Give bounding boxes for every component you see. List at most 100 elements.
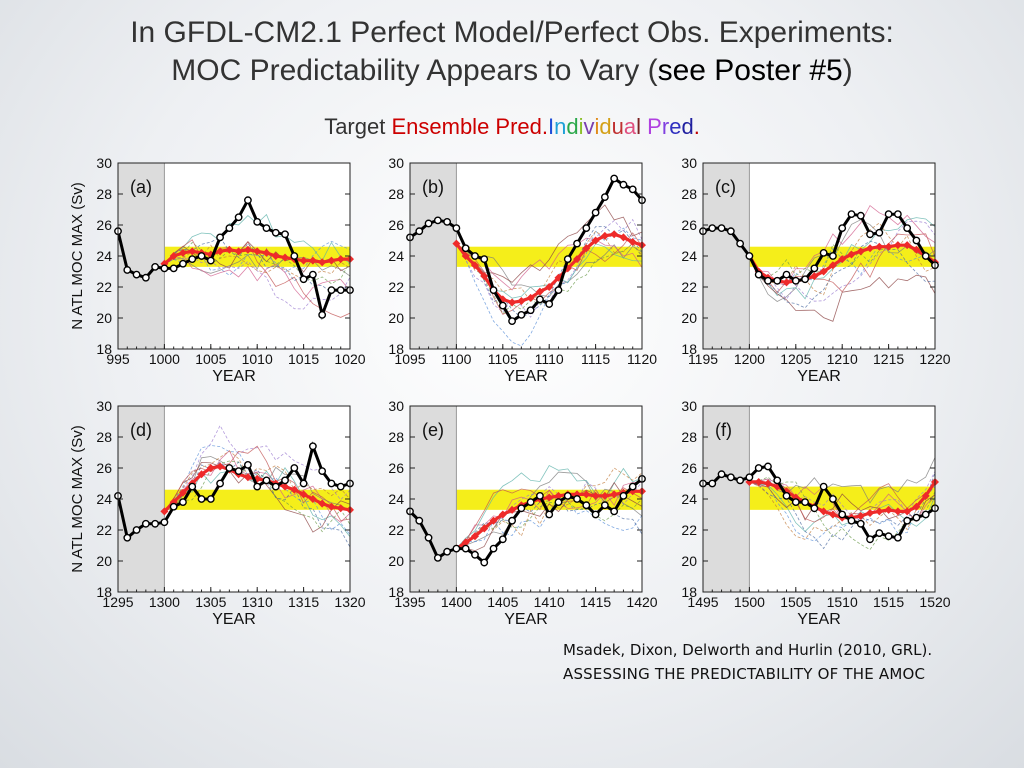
target-point bbox=[884, 210, 893, 219]
target-point bbox=[619, 491, 628, 500]
target-point bbox=[884, 532, 893, 541]
title-line-2-text: MOC Predictability Appears to Vary ( bbox=[171, 54, 658, 87]
individual-member-line bbox=[456, 218, 643, 318]
panel-f: 18 20 22 24 26 28 30 1495 1500 1505 1510 1515 1520 YE… bbox=[681, 398, 950, 628]
individual-member-line bbox=[749, 472, 936, 550]
ensemble-point bbox=[828, 261, 837, 270]
x-tick-label: 1015 bbox=[288, 351, 319, 367]
ensemble-point bbox=[461, 538, 470, 547]
legend-individual-char: v bbox=[583, 114, 595, 139]
target-point bbox=[801, 275, 809, 284]
ensemble-point bbox=[480, 524, 489, 533]
slide-title: In GFDL-CM2.1 Perfect Model/Perfect Obs.… bbox=[0, 14, 1024, 90]
x-tick-label: 1305 bbox=[195, 594, 226, 610]
target-point bbox=[563, 491, 572, 500]
individual-member-line bbox=[749, 240, 936, 309]
legend-ensemble: Ensemble Pred. bbox=[391, 114, 548, 139]
legend-line: Target Ensemble Pred.Individual Pred. bbox=[0, 114, 1024, 140]
target-point bbox=[903, 224, 912, 233]
x-tick-label: 1495 bbox=[687, 594, 718, 610]
y-tick-label: 22 bbox=[681, 279, 697, 295]
y-tick-label: 18 bbox=[96, 584, 112, 600]
panel-a: 18 20 22 24 26 28 30 995 1000 1005 1010 1015 1020 YEA… bbox=[69, 155, 366, 385]
ensemble-point bbox=[470, 261, 479, 270]
ensemble-point bbox=[318, 258, 327, 267]
x-tick-label: 1220 bbox=[919, 351, 950, 367]
ensemble-point bbox=[912, 502, 921, 511]
target-point bbox=[526, 498, 535, 506]
target-point bbox=[591, 208, 600, 217]
ensemble-point bbox=[470, 532, 479, 541]
individual-member-line bbox=[164, 244, 351, 280]
legend-individual-char: I bbox=[548, 114, 555, 139]
ensemble-point bbox=[327, 502, 336, 511]
legend-individual-char: . bbox=[693, 114, 700, 139]
x-tick-label: 1410 bbox=[534, 594, 565, 610]
ensemble-point bbox=[281, 482, 290, 491]
target-point bbox=[903, 516, 912, 525]
individual-member-line bbox=[164, 445, 351, 535]
target-point bbox=[754, 270, 763, 279]
ensemble-point bbox=[619, 233, 628, 242]
target-point bbox=[141, 519, 150, 528]
individual-member-line bbox=[164, 424, 351, 512]
ensemble-point bbox=[628, 238, 637, 247]
target-point bbox=[327, 479, 336, 488]
target-point bbox=[628, 185, 637, 194]
ensemble-point bbox=[308, 495, 317, 503]
target-point bbox=[573, 495, 581, 503]
ensemble-point bbox=[169, 252, 178, 260]
target-point bbox=[782, 491, 791, 500]
target-point bbox=[754, 464, 763, 472]
x-tick-label: 1510 bbox=[827, 594, 858, 610]
target-point bbox=[489, 286, 498, 294]
target-point bbox=[773, 276, 782, 285]
ensemble-point bbox=[517, 296, 526, 305]
target-point bbox=[197, 495, 206, 503]
target-point bbox=[299, 275, 308, 284]
target-point bbox=[893, 210, 902, 219]
ensemble-point bbox=[545, 283, 554, 291]
individual-member-line bbox=[164, 450, 351, 523]
ensemble-point bbox=[299, 490, 308, 499]
x-axis-label: YEAR bbox=[504, 611, 548, 628]
target-point bbox=[893, 533, 902, 542]
target-point bbox=[610, 507, 619, 516]
legend-individual: Individual Pred. bbox=[548, 114, 700, 139]
target-point bbox=[471, 550, 479, 559]
individual-member-line bbox=[749, 457, 936, 504]
y-tick-label: 28 bbox=[96, 186, 112, 202]
x-tick-label: 1315 bbox=[288, 594, 319, 610]
target-point bbox=[253, 482, 262, 491]
legend-individual-char: u bbox=[611, 114, 624, 139]
ensemble-point bbox=[856, 247, 865, 256]
title-line-2: MOC Predictability Appears to Vary (see … bbox=[0, 52, 1024, 90]
y-tick-label: 22 bbox=[681, 522, 697, 538]
panel-e: 18 20 22 24 26 28 30 1395 1400 1405 1410 1415 1420 YE… bbox=[388, 398, 657, 628]
target-point bbox=[308, 442, 317, 451]
ensemble-point bbox=[197, 470, 206, 479]
target-point bbox=[819, 482, 828, 491]
ensemble-point bbox=[866, 508, 875, 517]
target-point bbox=[188, 255, 197, 264]
x-axis-label: YEAR bbox=[212, 368, 256, 385]
spinup-shade bbox=[703, 406, 750, 592]
target-point bbox=[336, 482, 345, 491]
y-tick-label: 20 bbox=[681, 553, 697, 569]
target-point bbox=[600, 501, 609, 510]
ensemble-point bbox=[893, 241, 902, 250]
x-tick-label: 1200 bbox=[734, 351, 765, 367]
ensemble-point bbox=[875, 507, 884, 516]
y-tick-label: 22 bbox=[96, 279, 112, 295]
y-tick-label: 26 bbox=[681, 460, 697, 476]
target-point bbox=[717, 224, 726, 233]
y-tick-label: 30 bbox=[681, 398, 697, 414]
y-tick-label: 24 bbox=[388, 491, 404, 507]
ensemble-point bbox=[308, 256, 317, 265]
target-point bbox=[791, 276, 800, 285]
target-point bbox=[225, 224, 234, 233]
target-point bbox=[271, 228, 280, 237]
target-point bbox=[801, 498, 809, 506]
y-tick-label: 20 bbox=[681, 310, 697, 326]
y-tick-label: 20 bbox=[388, 553, 404, 569]
